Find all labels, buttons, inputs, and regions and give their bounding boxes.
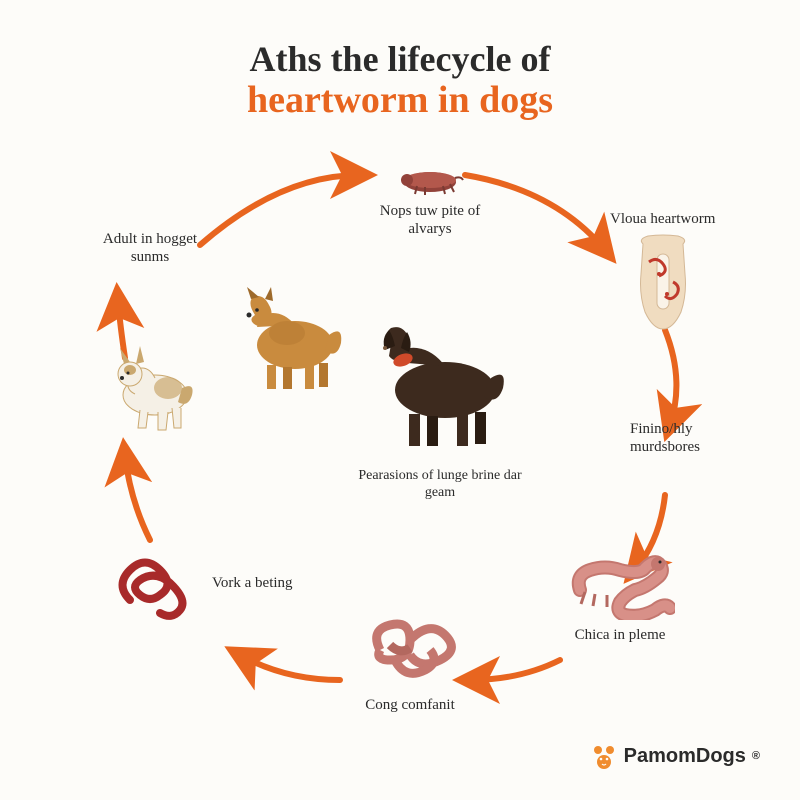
- tandog-icon: [225, 285, 355, 395]
- logo-pawprint-icon: [590, 742, 618, 770]
- logo-text: PamomDogs: [624, 745, 746, 768]
- stage-right-lower: Chica in pleme: [565, 540, 675, 644]
- stage-right-mid-label: Finino/hly murdsbores: [630, 420, 750, 456]
- cycle-diagram: Nops tuw pite of alvarys Vloua heartworm…: [0, 0, 800, 800]
- stage-left-mid: [100, 340, 205, 435]
- stage-left-lower: Vork a beting: [110, 545, 293, 620]
- center-label: Pearasions of lunge brine dar geam: [355, 468, 525, 502]
- stage-right-upper: Vloua heartworm: [610, 210, 715, 334]
- stage-top: Nops tuw pite of alvarys: [370, 160, 490, 238]
- stage-left-upper-label: Adult in hogget sunms: [90, 230, 210, 266]
- redloop-icon: [110, 545, 200, 620]
- center-dog: Pearasions of lunge brine dar geam: [355, 320, 525, 502]
- stage-top-label: Nops tuw pite of alvarys: [370, 202, 490, 238]
- larva-icon: [395, 160, 465, 196]
- logo: PamomDogs ®: [590, 742, 760, 770]
- stage-right-upper-label: Vloua heartworm: [610, 210, 715, 228]
- whitedog-icon: [100, 340, 205, 435]
- stage-bottom-label: Cong comfanit: [365, 696, 455, 714]
- logo-suffix: ®: [752, 750, 760, 762]
- stage-bottom: Cong comfanit: [350, 610, 470, 714]
- creature-icon: [565, 540, 675, 620]
- tan-dog: [225, 285, 355, 395]
- stage-left-lower-label: Vork a beting: [212, 574, 293, 592]
- wormknot-icon: [350, 610, 470, 690]
- torso-icon: [623, 234, 703, 334]
- stage-left-upper: Adult in hogget sunms: [90, 230, 210, 266]
- stage-right-mid: Finino/hly murdsbores: [630, 420, 750, 456]
- stage-right-lower-label: Chica in pleme: [575, 626, 666, 644]
- darkdog-icon: [355, 320, 525, 455]
